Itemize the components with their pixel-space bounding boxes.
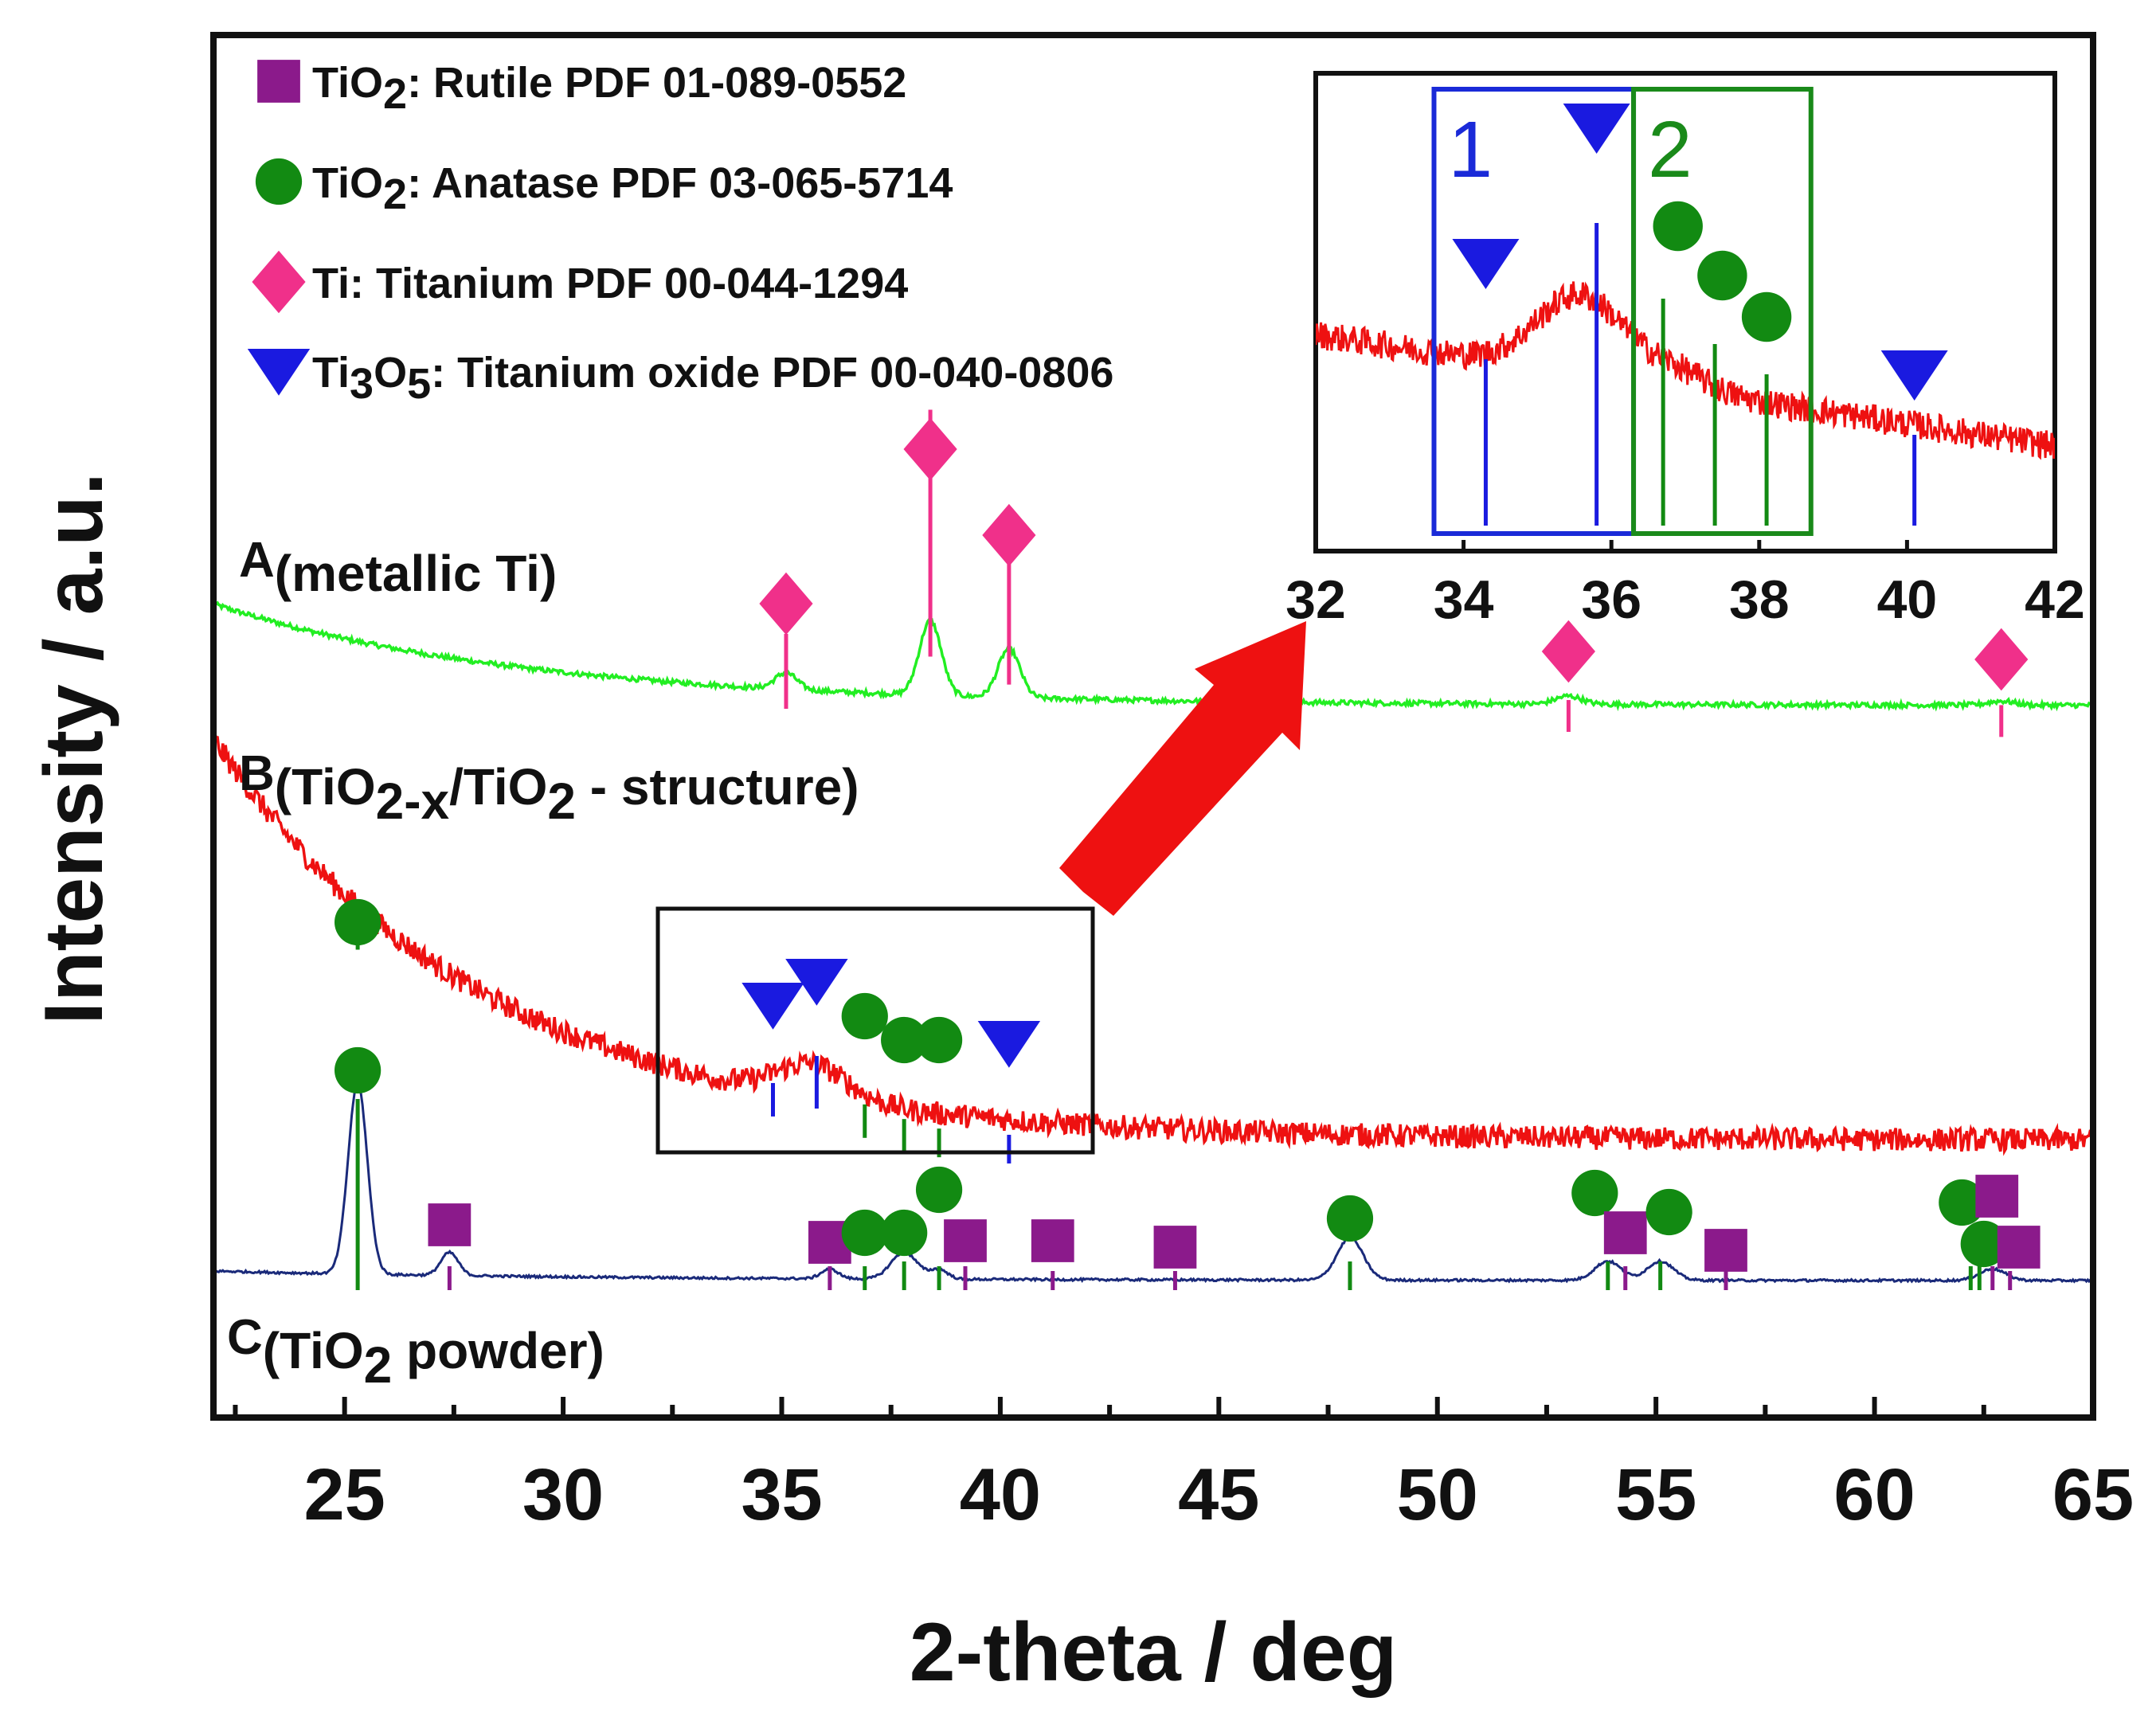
inset-tick-label-38: 38 xyxy=(1729,569,1790,630)
inset-trace-B xyxy=(1316,281,2055,460)
marker-C-circle-10 xyxy=(1571,1169,1618,1217)
marker-C-square-13 xyxy=(1704,1229,1747,1272)
x-tick-label-40: 40 xyxy=(960,1454,1041,1535)
marker-C-circle-9 xyxy=(1326,1195,1374,1242)
inset-frame xyxy=(1313,71,2057,553)
trace-C xyxy=(213,1079,2093,1284)
trace-B xyxy=(213,729,2093,1156)
marker-B-triangle-2 xyxy=(785,959,848,1006)
marker-C-square-8 xyxy=(1153,1226,1197,1269)
x-tick-label-35: 35 xyxy=(741,1454,822,1535)
marker-B-circle-0 xyxy=(334,898,382,946)
zoom-region-box xyxy=(655,906,1095,1155)
trace-label-B: B(TiO2-x/TiO2 - structure) xyxy=(239,746,859,830)
legend-marker-triangle xyxy=(247,349,311,396)
marker-C-circle-14 xyxy=(1939,1179,1986,1226)
marker-C-square-15 xyxy=(1975,1175,2019,1218)
inset-marker-circle-2 xyxy=(1653,201,1703,252)
inset-marker-triangle-1 xyxy=(1563,104,1630,154)
inset-region-label-2: 2 xyxy=(1648,105,1692,194)
legend-entry-diamond: Ti: Titanium PDF 00-044-1294 xyxy=(312,260,908,307)
x-tick-label-65: 65 xyxy=(2052,1454,2134,1535)
marker-C-square-1 xyxy=(428,1203,472,1246)
legend-entry-circle: TiO2: Anatase PDF 03-065-5714 xyxy=(312,159,953,218)
marker-C-circle-12 xyxy=(1645,1188,1692,1236)
inset-marker-triangle-0 xyxy=(1452,239,1520,289)
inset-region-2 xyxy=(1631,87,1814,536)
marker-B-circle-3 xyxy=(841,992,888,1040)
marker-B-triangle-1 xyxy=(741,983,804,1030)
marker-C-square-17 xyxy=(1997,1226,2041,1269)
inset-tick-label-32: 32 xyxy=(1285,569,1346,630)
legend-marker-circle xyxy=(255,158,303,205)
zoom-arrow xyxy=(1059,621,1306,916)
marker-B-circle-4 xyxy=(881,1016,928,1064)
y-axis-title: Intensity / a.u. xyxy=(28,472,120,1024)
marker-C-square-11 xyxy=(1603,1211,1647,1254)
marker-A-diamond-0 xyxy=(759,572,813,636)
legend-entry-triangle: Ti3O5: Titanium oxide PDF 00-040-0806 xyxy=(312,349,1113,408)
inset-marker-circle-3 xyxy=(1697,250,1747,301)
marker-A-diamond-1 xyxy=(903,417,957,481)
x-tick-label-25: 25 xyxy=(303,1454,385,1535)
x-tick-label-30: 30 xyxy=(522,1454,604,1535)
marker-A-diamond-2 xyxy=(982,503,1036,567)
x-tick-label-55: 55 xyxy=(1615,1454,1696,1535)
marker-B-circle-5 xyxy=(915,1016,963,1064)
trace-label-A: A(metallic Ti) xyxy=(239,533,557,602)
x-tick-label-60: 60 xyxy=(1833,1454,1915,1535)
inset-tick-label-40: 40 xyxy=(1877,569,1938,630)
legend-marker-square xyxy=(257,60,300,103)
trace-label-C: C(TiO2 powder) xyxy=(227,1310,605,1394)
marker-B-triangle-6 xyxy=(977,1021,1041,1068)
marker-C-square-7 xyxy=(1031,1219,1074,1262)
x-tick-label-50: 50 xyxy=(1397,1454,1478,1535)
inset-marker-triangle-5 xyxy=(1880,350,1948,401)
inset-tick-label-36: 36 xyxy=(1581,569,1641,630)
trace-A xyxy=(213,600,2093,712)
marker-C-circle-3 xyxy=(841,1209,888,1257)
inset-region-label-1: 1 xyxy=(1448,105,1493,194)
marker-C-circle-5 xyxy=(915,1166,963,1214)
marker-C-circle-0 xyxy=(334,1046,382,1094)
marker-C-square-6 xyxy=(944,1219,987,1262)
marker-C-circle-4 xyxy=(881,1209,928,1257)
plot-frame xyxy=(210,32,2096,1421)
legend-entry-square: TiO2: Rutile PDF 01-089-0552 xyxy=(312,59,906,118)
inset-tick-label-34: 34 xyxy=(1434,569,1494,630)
marker-A-diamond-4 xyxy=(1974,628,2029,691)
marker-C-circle-16 xyxy=(1960,1220,2007,1268)
x-axis-title: 2-theta / deg xyxy=(910,1606,1398,1699)
legend-marker-diamond xyxy=(252,250,306,314)
inset-marker-circle-4 xyxy=(1741,291,1792,342)
inset-tick-label-42: 42 xyxy=(2025,569,2085,630)
x-tick-label-45: 45 xyxy=(1178,1454,1259,1535)
marker-A-diamond-3 xyxy=(1541,620,1595,683)
